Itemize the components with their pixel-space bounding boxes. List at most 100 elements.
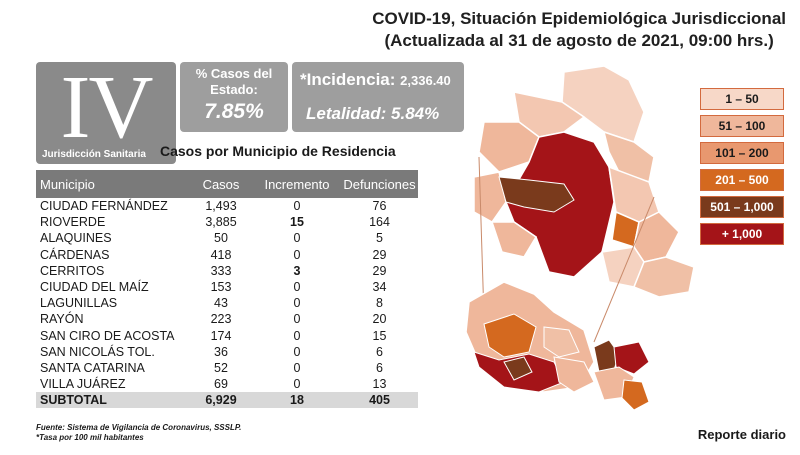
cell-defunciones: 13: [372, 377, 387, 392]
table-row: CÁRDENAS 418 0 29: [36, 247, 418, 263]
state-percentage-box: % Casos del Estado: 7.85%: [180, 62, 288, 132]
cell-municipio: CERRITOS: [40, 263, 105, 278]
subtotal-row: SUBTOTAL 6,929 18 405: [36, 392, 418, 409]
jurisdiction-map: [465, 65, 695, 411]
table-row: LAGUNILLAS 43 0 8: [36, 295, 418, 311]
legend-item: 501 – 1,000: [700, 196, 784, 218]
jurisdiction-badge: IV Jurisdicción Sanitaria: [36, 58, 176, 164]
map-region: [490, 221, 538, 258]
cell-defunciones: 5: [376, 231, 383, 246]
cell-defunciones: 6: [376, 360, 383, 375]
cell-incremento: 15: [290, 215, 304, 230]
header-title: COVID-19, Situación Epidemiológica Juris…: [372, 9, 786, 28]
cell-municipio: CIUDAD DEL MAÍZ: [40, 280, 149, 295]
cell-subtotal-defunciones: 405: [341, 392, 418, 409]
state-percentage-label: % Casos del Estado:: [195, 66, 273, 97]
legend-item: 51 – 100: [700, 115, 784, 137]
cell-municipio: RAYÓN: [40, 312, 84, 327]
cell-casos: 223: [210, 312, 232, 327]
table-title: Casos por Municipio de Residencia: [160, 143, 396, 159]
map-region: [621, 379, 650, 411]
table-row: SANTA CATARINA 52 0 6: [36, 360, 418, 376]
incidence-value: 2,336.40: [400, 73, 451, 88]
footnote: Fuente: Sistema de Vigilancia de Coronav…: [36, 423, 241, 443]
cell-incremento: 0: [293, 199, 301, 214]
cell-defunciones: 76: [372, 199, 387, 214]
cell-casos: 418: [210, 247, 232, 262]
cell-municipio: SAN NICOLÁS TOL.: [40, 344, 155, 359]
cell-municipio: ALAQUINES: [40, 231, 112, 246]
cell-casos: 1,493: [205, 199, 237, 214]
cell-municipio: SAN CIRO DE ACOSTA: [40, 328, 175, 343]
cell-incremento: 0: [293, 377, 301, 392]
cell-municipio: VILLA JUÁREZ: [40, 377, 126, 392]
table-row: RAYÓN 223 0 20: [36, 311, 418, 327]
state-percentage-value: 7.85%: [204, 100, 264, 123]
legend-item: 201 – 500: [700, 169, 784, 191]
incidence-row: *Incidencia: 2,336.40: [300, 70, 451, 90]
map-region: [473, 171, 507, 223]
cell-casos: 153: [210, 280, 232, 295]
cell-incremento: 0: [293, 231, 301, 246]
jurisdiction-label: Jurisdicción Sanitaria: [42, 149, 146, 160]
legend-item: 101 – 200: [700, 142, 784, 164]
map-region: [561, 65, 645, 143]
table-row: RIOVERDE 3,885 15 164: [36, 214, 418, 230]
map-region: [498, 176, 575, 213]
footnote-source: Fuente: Sistema de Vigilancia de Coronav…: [36, 423, 242, 432]
cell-municipio: SANTA CATARINA: [40, 360, 145, 375]
cell-casos: 36: [214, 344, 228, 359]
cell-subtotal-label: SUBTOTAL: [36, 392, 189, 409]
legend-label: 501 – 1,000: [710, 200, 774, 214]
cell-incremento: 0: [293, 312, 301, 327]
table-row: SAN NICOLÁS TOL. 36 0 6: [36, 344, 418, 360]
cell-defunciones: 20: [372, 312, 387, 327]
header-date: (Actualizada al 31 de agosto de 2021, 09…: [384, 31, 774, 50]
cell-subtotal-casos: 6,929: [189, 392, 253, 409]
cell-defunciones: 29: [372, 263, 387, 278]
cell-defunciones: 34: [372, 280, 387, 295]
cell-casos: 333: [210, 263, 232, 278]
cell-incremento: 0: [293, 328, 301, 343]
table-row: CERRITOS 333 3 29: [36, 263, 418, 279]
col-header-incremento: Incremento: [253, 170, 341, 198]
cell-incremento: 0: [293, 360, 301, 375]
state-map: [473, 65, 695, 298]
table-row: SAN CIRO DE ACOSTA 174 0 15: [36, 328, 418, 344]
map-region: [483, 313, 537, 358]
map-region: [503, 356, 533, 381]
cell-municipio: LAGUNILLAS: [40, 296, 118, 311]
table-row: VILLA JUÁREZ 69 0 13: [36, 376, 418, 392]
jurisdiction-zoom-map: [465, 281, 650, 411]
lethality-label: Letalidad:: [306, 104, 387, 123]
legend-label: 1 – 50: [725, 92, 759, 106]
cell-municipio: CIUDAD FERNÁNDEZ: [40, 199, 168, 214]
col-header-municipio: Municipio: [36, 170, 189, 198]
cell-casos: 52: [214, 360, 228, 375]
cell-defunciones: 164: [369, 215, 390, 230]
cell-casos: 3,885: [205, 215, 237, 230]
legend-item: 1 – 50: [700, 88, 784, 110]
table-row: CIUDAD DEL MAÍZ 153 0 34: [36, 279, 418, 295]
table-row: ALAQUINES 50 0 5: [36, 230, 418, 246]
lethality-row: Letalidad: 5.84%: [306, 104, 439, 124]
incidence-box: *Incidencia: 2,336.40 Letalidad: 5.84%: [292, 62, 464, 132]
legend-label: 51 – 100: [718, 119, 766, 133]
cell-casos: 43: [214, 296, 228, 311]
cell-municipio: CÁRDENAS: [40, 247, 110, 262]
municipality-table: Municipio Casos Incremento Defunciones C…: [36, 170, 418, 409]
map-region: [633, 256, 695, 298]
cell-municipio: RIOVERDE: [40, 215, 106, 230]
cell-incremento: 0: [293, 280, 301, 295]
cell-casos: 174: [210, 328, 232, 343]
lethality-value: 5.84%: [391, 104, 440, 123]
daily-report-label: Reporte diario: [697, 427, 786, 442]
cell-subtotal-incremento: 18: [253, 392, 341, 409]
legend-label: + 1,000: [721, 227, 763, 241]
cell-casos: 50: [214, 231, 228, 246]
map-region: [543, 326, 580, 358]
cell-casos: 69: [214, 377, 228, 392]
cell-incremento: 0: [293, 247, 301, 262]
cell-defunciones: 15: [372, 328, 387, 343]
cell-defunciones: 6: [376, 344, 383, 359]
